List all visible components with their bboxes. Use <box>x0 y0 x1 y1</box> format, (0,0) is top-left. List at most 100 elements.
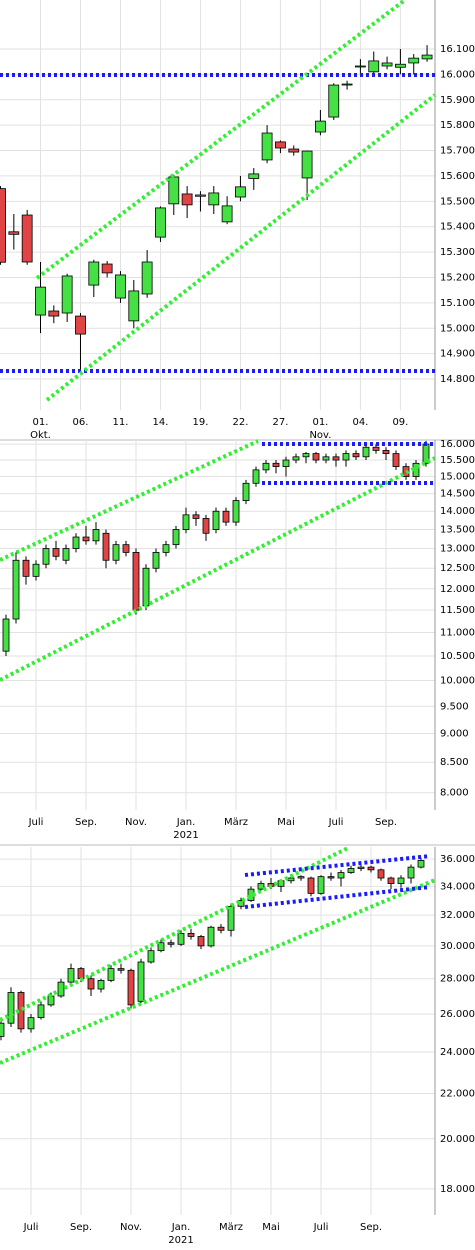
candle-body <box>301 150 313 179</box>
candle-body <box>72 536 80 549</box>
candle-body <box>101 263 113 274</box>
y-tick-label: 12.500 <box>440 563 475 574</box>
candle-body <box>297 876 305 879</box>
candle-body <box>248 173 260 179</box>
y-tick-label: 15.800 <box>440 120 475 131</box>
y-tick-label: 15.400 <box>440 222 475 233</box>
x-tick-label: Jan. <box>171 1222 191 1233</box>
x-tick-label: 06. <box>73 417 89 428</box>
candle-body <box>177 932 185 945</box>
candle-body <box>421 54 433 60</box>
candle-body <box>88 261 100 286</box>
candle-body <box>2 618 10 652</box>
channel-lower <box>0 878 436 1065</box>
y-tick-label: 15.000 <box>440 472 475 483</box>
candle-body <box>282 459 290 467</box>
candle-body <box>328 84 340 118</box>
candle-body <box>382 449 390 454</box>
y-tick-label: 15.100 <box>440 298 475 309</box>
candle-body <box>217 926 225 931</box>
candle-body <box>377 869 385 879</box>
candle-body <box>292 456 300 461</box>
candle-body <box>142 567 150 607</box>
y-tick-label: 15.300 <box>440 247 475 258</box>
candle-body <box>272 462 280 467</box>
x-tick-label: Nov. <box>120 1222 142 1233</box>
resistance-line <box>244 854 431 877</box>
channel-lower <box>45 93 437 402</box>
channel-upper <box>35 0 407 280</box>
candle-body <box>417 860 425 868</box>
candle-body <box>32 563 40 577</box>
y-tick-label: 8.000 <box>440 788 469 799</box>
candle-body <box>337 872 345 879</box>
candle-body <box>122 544 130 553</box>
candle-body <box>87 978 95 990</box>
candle-body <box>355 65 366 68</box>
y-tick-label: 13.000 <box>440 544 475 555</box>
y-tick-label: 26.000 <box>440 1009 475 1020</box>
candle-body <box>392 453 400 467</box>
x-group-label: Nov. <box>309 430 331 441</box>
x-tick-label: 14. <box>153 417 169 428</box>
x-tick-label: 09. <box>392 417 408 428</box>
support-line <box>244 885 431 909</box>
candle-body <box>37 1004 45 1019</box>
candle-body <box>222 510 230 523</box>
y-tick-label: 28.000 <box>440 974 475 985</box>
y-tick-label: 15.600 <box>440 171 475 182</box>
y-tick-label: 32.000 <box>440 910 475 921</box>
y-tick-label: 9.500 <box>440 701 469 712</box>
x-group-label: Okt. <box>30 430 51 441</box>
candle-body <box>242 482 250 501</box>
x-tick-label: 27. <box>272 417 288 428</box>
candle-body <box>212 510 220 530</box>
y-tick-label: 14.900 <box>440 349 475 360</box>
x-tick-label: Juli <box>23 1222 39 1233</box>
candle-body <box>48 310 60 317</box>
y-tick-label: 14.500 <box>440 489 475 500</box>
candle-body <box>115 274 126 299</box>
y-tick-label: 15.200 <box>440 272 475 283</box>
candle-body <box>257 883 265 890</box>
y-tick-label: 8.500 <box>440 757 469 768</box>
candle-body <box>302 453 310 458</box>
x-tick-label: Juli <box>328 817 344 828</box>
candle-body <box>397 877 405 884</box>
y-tick-label: 15.700 <box>440 146 475 157</box>
y-tick-label: 18.000 <box>440 1184 475 1195</box>
candle-body <box>408 57 420 64</box>
y-tick-label: 14.800 <box>440 374 475 385</box>
candle-body <box>167 942 175 945</box>
channel-lower <box>0 456 436 682</box>
candle-body <box>27 1017 35 1030</box>
candle-body <box>195 194 206 197</box>
candle-body <box>315 120 326 133</box>
candle-body <box>35 286 46 316</box>
y-tick-label: 11.000 <box>440 628 475 639</box>
candle-body <box>0 1022 5 1037</box>
candle-body <box>307 877 315 894</box>
x-tick-label: Jan. <box>176 817 196 828</box>
candle-body <box>141 261 153 295</box>
candle-body <box>42 548 50 565</box>
candle-body <box>357 866 365 869</box>
y-tick-label: 20.000 <box>440 1134 475 1145</box>
candle-body <box>182 514 190 530</box>
y-tick-label: 10.000 <box>440 675 475 686</box>
candle-body <box>261 132 273 161</box>
x-tick-label: Sep. <box>70 1222 92 1233</box>
candle-body <box>22 559 30 577</box>
candle-body <box>92 529 100 542</box>
candle-body <box>67 968 75 983</box>
channel-upper <box>0 846 349 1022</box>
candle-body <box>202 518 210 534</box>
candle-body <box>0 188 6 263</box>
x-tick-label: Nov. <box>125 817 147 828</box>
candle-body <box>327 876 335 879</box>
x-group-label: 2021 <box>173 830 198 841</box>
x-tick-label: März <box>224 817 248 828</box>
candle-body <box>181 193 193 206</box>
channel-upper <box>0 439 259 562</box>
